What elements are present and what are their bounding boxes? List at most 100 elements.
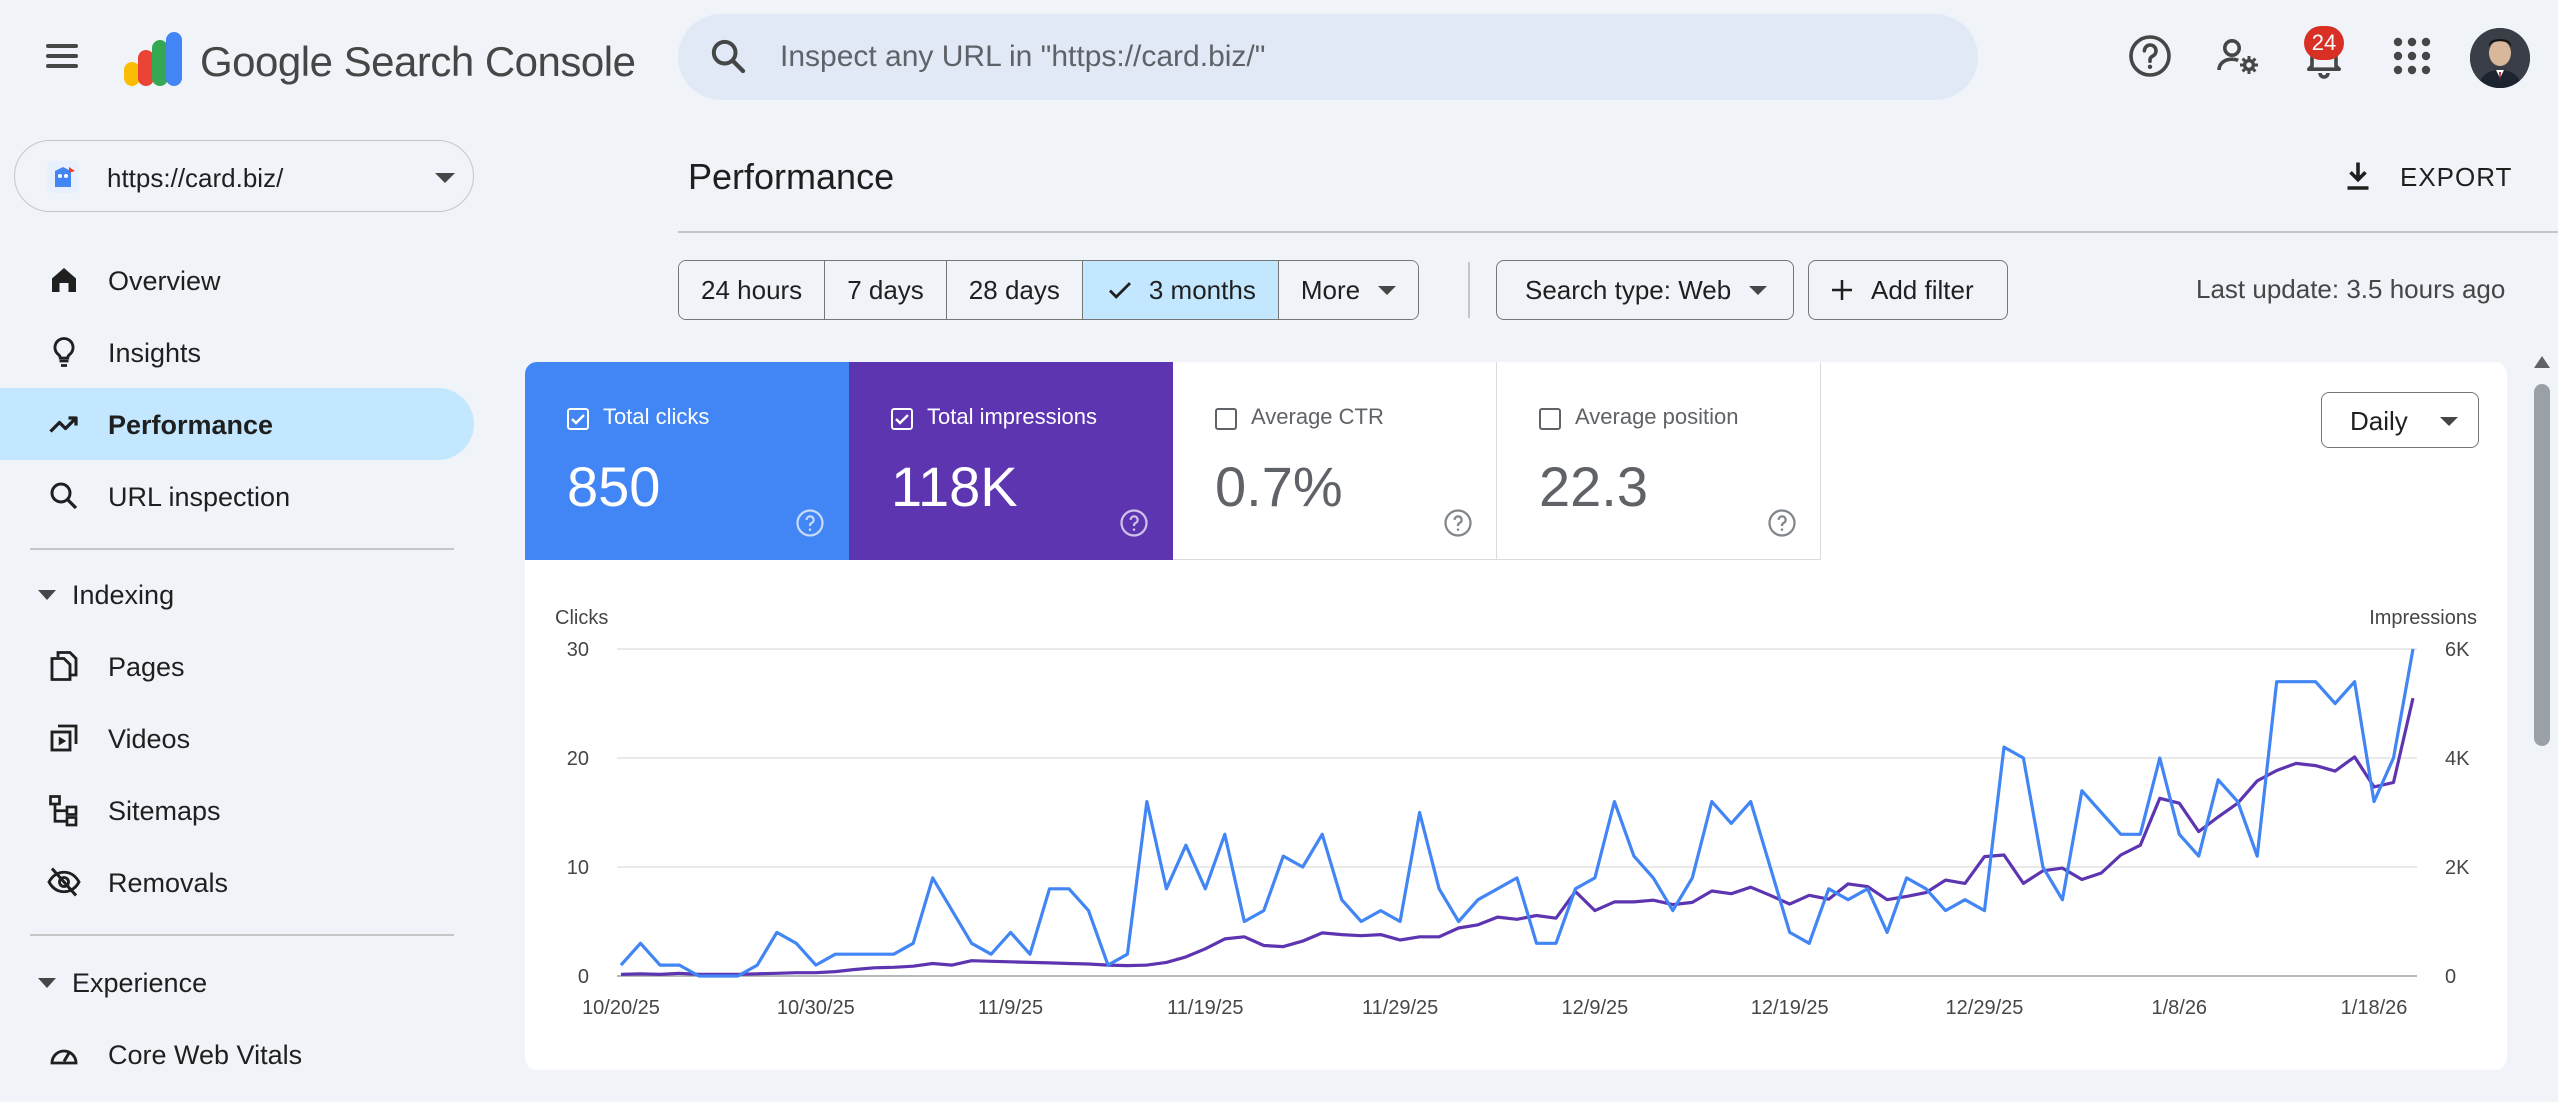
manage-users-icon[interactable] — [2214, 32, 2262, 80]
date-range-label: More — [1300, 274, 1361, 305]
date-range-28-days[interactable]: 28 days — [946, 261, 1083, 319]
x-tick-label: 12/9/25 — [1562, 997, 1629, 1019]
x-tick-label: 11/19/25 — [1167, 997, 1243, 1019]
right-tick-label: 0 — [2445, 966, 2456, 988]
x-tick-label: 1/18/26 — [2341, 997, 2408, 1019]
x-tick-label: 10/30/25 — [777, 997, 855, 1019]
x-tick-label: 12/29/25 — [1946, 997, 2024, 1019]
property-selector[interactable]: https://card.biz/ — [14, 140, 474, 212]
sidebar-section-indexing[interactable]: Indexing — [0, 562, 474, 626]
metric-label: Average position — [1575, 404, 1739, 429]
sidebar-divider — [30, 548, 454, 550]
date-range-7-days[interactable]: 7 days — [825, 261, 947, 319]
speed-gauge-icon — [50, 1049, 78, 1065]
sidebar-section-experience[interactable]: Experience — [0, 950, 474, 1014]
metric-value: 22.3 — [1539, 455, 1648, 518]
help-icon[interactable] — [2126, 32, 2174, 80]
performance-card: Total clicks 850 Total impressions 118K … — [525, 362, 2507, 1070]
collapse-arrow-icon — [38, 590, 56, 600]
left-axis-label: Clicks — [555, 607, 608, 629]
search-icon — [50, 482, 78, 510]
metric-total-clicks[interactable]: Total clicks 850 — [525, 362, 849, 560]
sidebar-item-insights[interactable]: Insights — [0, 316, 474, 388]
sitemap-icon — [49, 795, 78, 827]
right-tick-label: 2K — [2445, 857, 2470, 879]
series-line-total-clicks — [619, 648, 2415, 978]
section-title: Experience — [72, 968, 208, 998]
granularity-label: Daily — [2350, 406, 2408, 436]
series-line-total-impressions — [620, 697, 2415, 977]
chevron-down-icon — [435, 173, 455, 183]
x-tick-label: 11/29/25 — [1362, 997, 1438, 1019]
checkbox-checked-icon — [567, 408, 589, 430]
chevron-down-icon — [2440, 417, 2458, 426]
checkmark-icon — [1108, 282, 1131, 299]
metric-value: 0.7% — [1215, 455, 1343, 518]
date-range-more[interactable]: More — [1278, 261, 1419, 319]
trending-up-icon — [49, 416, 78, 433]
url-inspection-search-bar[interactable] — [678, 14, 1978, 100]
sidebar-item-label: Core Web Vitals — [108, 1040, 303, 1070]
export-label: EXPORT — [2400, 162, 2513, 192]
home-icon — [52, 268, 76, 292]
left-tick-label: 20 — [567, 748, 589, 770]
section-title: Indexing — [72, 580, 175, 610]
pages-icon — [50, 651, 78, 681]
metric-label: Total clicks — [603, 404, 710, 429]
scrollbar-thumb[interactable] — [2534, 384, 2550, 746]
add-filter-button[interactable]: Add filter — [1808, 260, 2008, 320]
sidebar-item-url-inspection[interactable]: URL inspection — [0, 460, 474, 532]
help-icon[interactable] — [1767, 508, 1797, 538]
video-icon — [50, 724, 78, 752]
checkbox-unchecked-icon — [1539, 408, 1561, 430]
sidebar-divider — [30, 934, 454, 936]
download-icon — [2347, 162, 2369, 190]
collapse-arrow-icon — [38, 978, 56, 988]
account-avatar[interactable] — [2470, 28, 2530, 88]
date-range-3-months[interactable]: 3 months — [1082, 261, 1279, 319]
metric-total-impressions[interactable]: Total impressions 118K — [849, 362, 1173, 560]
filter-separator — [1468, 262, 1470, 318]
help-icon[interactable] — [795, 508, 825, 538]
sidebar-item-label: Sitemaps — [108, 796, 221, 826]
sidebar-item-videos[interactable]: Videos — [0, 702, 474, 774]
eye-off-icon — [47, 867, 81, 897]
chevron-down-icon — [1749, 285, 1768, 295]
main-menu-icon[interactable] — [42, 40, 86, 76]
plus-icon — [1832, 280, 1852, 300]
granularity-dropdown[interactable]: Daily — [2321, 392, 2479, 448]
search-type-label: Search type: Web — [1525, 274, 1732, 305]
right-axis-label: Impressions — [2369, 607, 2477, 629]
date-range-24-hours[interactable]: 24 hours — [679, 261, 826, 319]
scroll-up-arrow-icon[interactable] — [2534, 356, 2550, 368]
sidebar-item-label: Overview — [108, 266, 221, 296]
sidebar-item-label: Performance — [108, 410, 274, 440]
metric-label: Average CTR — [1251, 404, 1384, 429]
sidebar-item-label: URL inspection — [108, 482, 291, 512]
sidebar-item-pages[interactable]: Pages — [0, 630, 474, 702]
x-tick-label: 1/8/26 — [2151, 997, 2207, 1019]
page-scrollbar[interactable] — [2530, 348, 2554, 1102]
sidebar-item-performance[interactable]: Performance — [0, 388, 474, 460]
google-apps-grid-icon[interactable] — [2388, 32, 2436, 80]
search-type-filter[interactable]: Search type: Web — [1496, 260, 1794, 320]
metric-average-ctr[interactable]: Average CTR 0.7% — [1173, 362, 1497, 560]
metric-average-position[interactable]: Average position 22.3 — [1497, 362, 1821, 560]
help-icon[interactable] — [1443, 508, 1473, 538]
sidebar-item-core-web-vitals[interactable]: Core Web Vitals — [0, 1018, 474, 1090]
sidebar-item-removals[interactable]: Removals — [0, 846, 474, 918]
last-update-text: Last update: 3.5 hours ago — [2196, 274, 2506, 304]
metric-value: 850 — [567, 455, 661, 518]
right-tick-label: 4K — [2445, 748, 2470, 770]
help-icon[interactable] — [1119, 508, 1149, 538]
url-inspection-input[interactable] — [780, 32, 1940, 82]
sidebar-item-sitemaps[interactable]: Sitemaps — [0, 774, 474, 846]
lightbulb-icon — [53, 337, 75, 367]
add-filter-label: Add filter — [1871, 274, 1974, 305]
left-tick-label: 10 — [567, 857, 589, 879]
right-tick-label: 6K — [2445, 639, 2470, 661]
performance-chart: Clicks Impressions 0 0 10 2K 20 4K 30 6K 10/20/2… — [555, 607, 2477, 1019]
x-tick-label: 11/9/25 — [978, 997, 1043, 1019]
sidebar-item-overview[interactable]: Overview — [0, 244, 474, 316]
checkbox-unchecked-icon — [1215, 408, 1237, 430]
